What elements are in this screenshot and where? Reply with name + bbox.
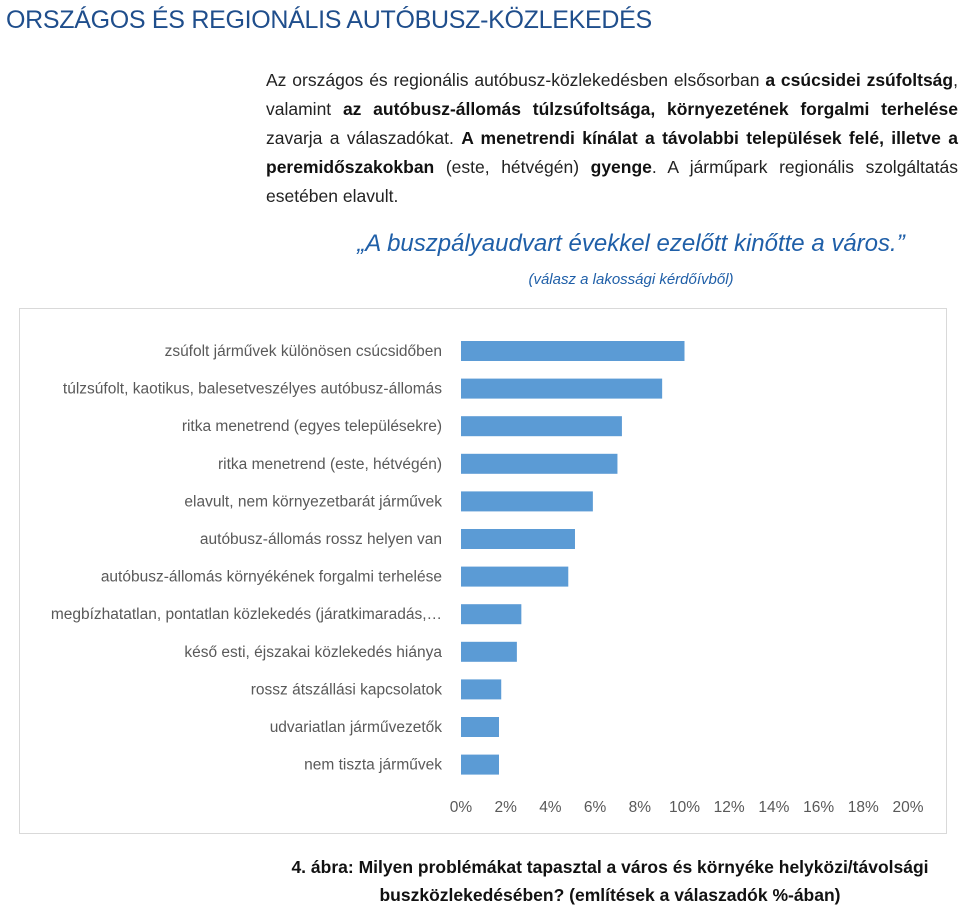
category-label: autóbusz-állomás rossz helyen van <box>200 531 442 548</box>
x-tick-label: 12% <box>714 799 745 816</box>
bar <box>461 717 499 737</box>
x-tick-label: 10% <box>669 799 700 816</box>
x-tick-label: 14% <box>758 799 789 816</box>
bar <box>461 491 593 512</box>
intro-paragraph: Az országos és regionális autóbusz-közle… <box>266 66 958 211</box>
intro-text: zavarja a válaszadókat. <box>266 128 462 148</box>
category-label: elavult, nem környezetbarát járművek <box>184 493 442 510</box>
bar <box>461 378 663 399</box>
bar <box>461 679 502 700</box>
intro-text: Az országos és regionális autóbusz-közle… <box>266 70 766 90</box>
x-tick-label: 18% <box>848 799 879 816</box>
bar <box>461 754 499 775</box>
category-label: megbízhatatlan, pontatlan közlekedés (já… <box>51 606 442 623</box>
x-tick-label: 6% <box>584 799 607 816</box>
intro-highlight: gyenge <box>590 157 652 177</box>
category-label: udvariatlan járművezetők <box>270 719 443 736</box>
intro-text: , valamint <box>266 70 958 119</box>
bar <box>461 416 622 437</box>
x-tick-label: 8% <box>629 799 652 816</box>
x-tick-label: 0% <box>450 799 473 816</box>
bar <box>461 604 522 625</box>
intro-text: . A járműpark regionális szolgáltatás es… <box>266 157 958 206</box>
quote-source: (válasz a lakossági kérdőívből) <box>528 271 734 288</box>
caption-line-2: buszközlekedésében? (említések a válasza… <box>379 885 841 905</box>
bar <box>461 566 569 587</box>
intro-text: (este, hétvégén) <box>434 157 591 177</box>
category-label: ritka menetrend (egyes településekre) <box>182 418 442 435</box>
x-tick-label: 16% <box>803 799 834 816</box>
intro-highlight: a csúcsidei zsúfoltság <box>765 70 954 90</box>
category-label: autóbusz-állomás környékének forgalmi te… <box>101 569 442 586</box>
x-tick-label: 20% <box>892 799 923 816</box>
category-label: nem tiszta járművek <box>304 757 442 774</box>
x-tick-label: 2% <box>494 799 517 816</box>
chart-svg: zsúfolt járművek különösen csúcsidőben tú… <box>51 341 924 816</box>
category-label: zsúfolt járművek különösen csúcsidőben <box>165 343 442 360</box>
bar <box>461 529 575 549</box>
resident-quote: „A buszpályaudvart évekkel ezelőtt kinőt… <box>357 230 905 257</box>
figure-caption: 4. ábra: Milyen problémákat tapasztal a … <box>260 853 960 909</box>
category-label: túlzsúfolt, kaotikus, balesetveszélyes a… <box>63 381 442 398</box>
problems-bar-chart: zsúfolt járművek különösen csúcsidőben tú… <box>19 308 947 834</box>
intro-highlight: A menetrendi kínálat a távolabbi települ… <box>266 128 958 177</box>
page-title: ORSZÁGOS ÉS REGIONÁLIS AUTÓBUSZ-KÖZLEKED… <box>6 6 652 34</box>
category-label: rossz átszállási kapcsolatok <box>251 681 442 698</box>
caption-line-1: 4. ábra: Milyen problémákat tapasztal a … <box>291 857 929 877</box>
x-tick-label: 4% <box>539 799 562 816</box>
bar <box>461 453 618 474</box>
category-label: ritka menetrend (este, hétvégén) <box>218 456 442 473</box>
category-label: késő esti, éjszakai közlekedés hiánya <box>184 644 442 661</box>
bar <box>461 641 517 662</box>
bar <box>461 341 685 361</box>
intro-highlight: az autóbusz-állomás túlzsúfoltsága, körn… <box>342 99 959 119</box>
